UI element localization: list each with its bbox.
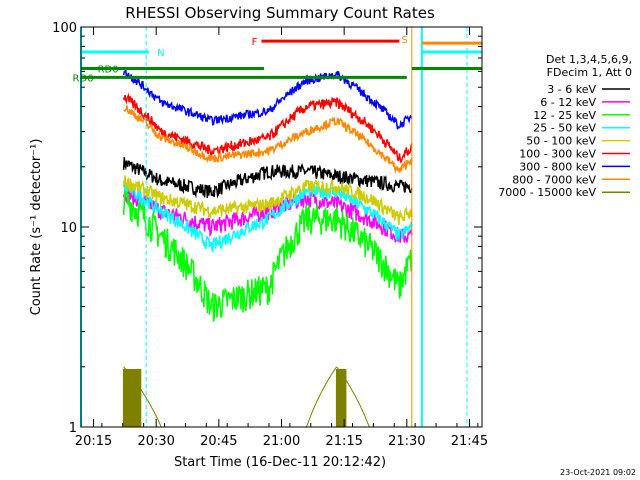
plot-layer <box>122 69 413 428</box>
legend-header-line-1: Det 1,3,4,5,6,9, <box>546 53 632 66</box>
legend-label-6: 100 - 300 keV <box>519 148 596 161</box>
annotation-label-rd0: RD0 <box>98 65 119 76</box>
legend-label-9: 7000 - 15000 keV <box>498 186 596 199</box>
annotation-label-n: N <box>157 48 164 59</box>
legend-label-5: 50 - 100 keV <box>526 135 596 148</box>
annotation-label-rd6: RD6 <box>73 73 94 84</box>
burst-marks-2 <box>335 368 347 427</box>
series-line-5 <box>122 175 413 225</box>
y-axis-label: Count Rate (s⁻¹ detector⁻¹) <box>29 139 44 316</box>
y-tick-label: 1 <box>69 421 77 436</box>
x-tick-label: 21:30 <box>388 434 425 449</box>
x-tick-label: 21:45 <box>451 434 488 449</box>
y-tick-label: 100 <box>52 21 77 36</box>
x-tick-label: 21:15 <box>325 434 362 449</box>
annotation-label-s: S <box>401 35 407 46</box>
x-axis-label: Start Time (16-Dec-11 20:12:42) <box>174 455 386 470</box>
axis-layer: 20:15 20:30 20:45 21:00 21:15 21:30 21:45 1 10 10… <box>52 21 488 449</box>
legend-label-7: 300 - 800 keV <box>519 160 596 173</box>
series-line-6 <box>122 92 413 164</box>
legend-label-1: 3 - 6 keV <box>547 83 596 96</box>
series-line-4 <box>122 181 413 254</box>
y-tick-label: 10 <box>60 221 77 236</box>
footer-timestamp: 23-Oct-2021 09:02 <box>560 468 636 477</box>
legend-label-4: 25 - 50 keV <box>533 122 596 135</box>
annotation-label-f: F <box>252 37 258 48</box>
legend-header-line-2: FDecim 1, Att 0 <box>547 66 632 79</box>
annotation-layer: N F S RD0 RD6 <box>73 27 482 427</box>
legend-label-8: 800 - 7000 keV <box>512 173 596 186</box>
x-tick-label: 20:30 <box>137 434 174 449</box>
series-line-3 <box>122 185 413 322</box>
x-tick-label: 20:15 <box>75 434 112 449</box>
series-line-7 <box>122 69 413 131</box>
legend-label-2: 6 - 12 keV <box>540 96 596 109</box>
x-tick-label: 20:45 <box>200 434 237 449</box>
legend-label-3: 12 - 25 keV <box>533 109 596 122</box>
x-tick-label: 21:00 <box>263 434 300 449</box>
burst-marks-1 <box>122 368 142 427</box>
series-line-1 <box>122 157 413 199</box>
chart-title: RHESSI Observing Summary Count Rates <box>125 4 435 22</box>
series-line-8 <box>123 105 413 174</box>
